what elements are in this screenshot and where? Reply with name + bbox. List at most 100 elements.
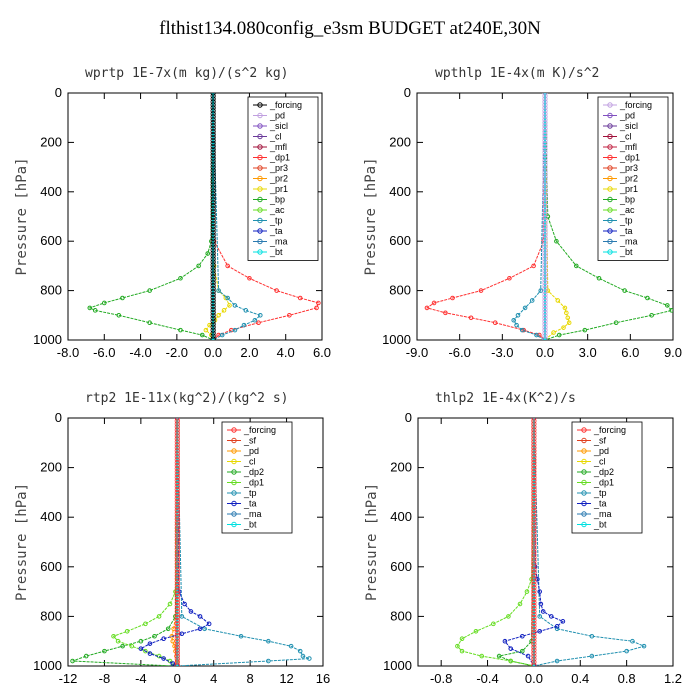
series-point — [630, 638, 635, 644]
series-point — [514, 322, 519, 328]
series-point — [506, 614, 511, 619]
series-point — [219, 332, 225, 338]
legend: _forcing_pd_sicl_cl_mfl_dp1_pr3_pr2_pr1_… — [247, 96, 319, 261]
y-tick-label: 800 — [389, 283, 411, 298]
series-point — [540, 609, 546, 614]
series-point — [170, 661, 176, 666]
chart-title: wpthlp 1E-4x(m K)/s^2 — [435, 66, 599, 81]
series-point — [179, 614, 185, 619]
legend-marker — [581, 500, 587, 507]
series-point — [507, 275, 512, 281]
legend-label-pd: _pd — [619, 111, 635, 121]
series-group — [424, 93, 673, 340]
series-point — [589, 653, 595, 659]
zero-line-point — [174, 635, 180, 641]
series-point — [517, 601, 523, 607]
legend-marker — [257, 217, 263, 224]
legend-marker — [581, 479, 587, 486]
zero-line-point — [531, 442, 537, 448]
series-point — [124, 628, 130, 634]
zero-line-point — [531, 501, 537, 507]
zero-line-point — [174, 427, 180, 433]
legend-label-dp1: _dp1 — [593, 478, 614, 488]
series-point — [665, 303, 670, 308]
series-group — [455, 418, 647, 666]
legend-label-pr3: _pr3 — [619, 163, 638, 173]
zero-line-point — [531, 451, 537, 457]
zero-line-point — [210, 128, 216, 135]
legend-marker — [231, 521, 237, 528]
series-point — [548, 614, 554, 619]
zero-line-point — [531, 632, 537, 638]
series-line-dp2 — [72, 418, 178, 666]
series-line-dp1 — [212, 93, 320, 340]
series-group — [70, 418, 312, 666]
y-tick-label: 1000 — [33, 658, 62, 673]
series-point — [170, 638, 176, 644]
legend-label-mfl: _mfl — [269, 142, 287, 152]
zero-line-point — [542, 303, 548, 310]
series-point — [508, 646, 514, 651]
series-point — [560, 619, 566, 624]
zero-line-point — [542, 93, 548, 96]
legend-marker — [607, 238, 613, 245]
zero-line-point — [531, 644, 537, 650]
zero-line-point — [210, 105, 216, 111]
series-line-pr1 — [205, 93, 231, 340]
zero-line-point — [531, 582, 537, 588]
zero-line-point — [531, 617, 537, 623]
y-tick-label: 0 — [55, 410, 62, 425]
x-tick-label: 0 — [174, 671, 181, 686]
x-tick-label: 1.2 — [664, 671, 682, 686]
legend-marker — [607, 228, 613, 234]
zero-line-point — [174, 534, 180, 540]
legend-marker — [607, 165, 613, 171]
zero-line-point — [174, 537, 180, 543]
series-point — [455, 643, 460, 649]
zero-line-point — [174, 498, 180, 504]
zero-line-point — [210, 286, 216, 292]
series-point — [165, 626, 171, 632]
series-point — [316, 300, 321, 306]
zero-line-point — [210, 306, 216, 312]
series-point — [129, 643, 135, 649]
zero-line-point — [174, 531, 180, 537]
zero-line-point — [531, 602, 537, 609]
y-tick-label: 600 — [390, 559, 412, 574]
zero-line-point — [210, 220, 216, 227]
series-point — [522, 305, 528, 311]
zero-line-point — [210, 120, 216, 126]
series-point — [534, 332, 539, 338]
series-line-ta — [139, 418, 211, 666]
series-point — [266, 638, 271, 644]
legend-label-ta: _ta — [619, 226, 633, 236]
series-point — [531, 263, 536, 269]
legend-label-tp: _tp — [619, 216, 633, 226]
zero-line-point — [542, 232, 548, 238]
zero-line-point — [174, 573, 180, 579]
legend-label-forcing: _forcing — [243, 425, 276, 435]
zero-line-point — [531, 448, 537, 454]
zero-line-point — [174, 576, 180, 582]
zero-line-point — [210, 208, 216, 215]
zero-line-point — [542, 297, 548, 304]
zero-line-point — [174, 561, 180, 567]
zero-line-point — [531, 495, 537, 501]
zero-line-point — [531, 516, 537, 522]
zero-line-point — [531, 576, 537, 582]
zero-line-point — [174, 555, 180, 561]
zero-line-point — [542, 152, 548, 158]
series-point — [147, 651, 153, 656]
zero-line-point — [542, 291, 548, 298]
zero-line-point — [542, 188, 548, 194]
zero-line-point — [531, 460, 537, 466]
series-line-bp — [544, 93, 673, 340]
zero-line-point — [210, 303, 216, 310]
zero-line-point — [210, 327, 216, 333]
y-tick-label: 400 — [40, 509, 62, 524]
legend-label-pr2: _pr2 — [619, 174, 638, 184]
zero-line-point — [210, 241, 216, 247]
zero-line-point — [542, 182, 548, 188]
y-tick-label: 1000 — [383, 658, 412, 673]
zero-line-point — [531, 558, 537, 564]
